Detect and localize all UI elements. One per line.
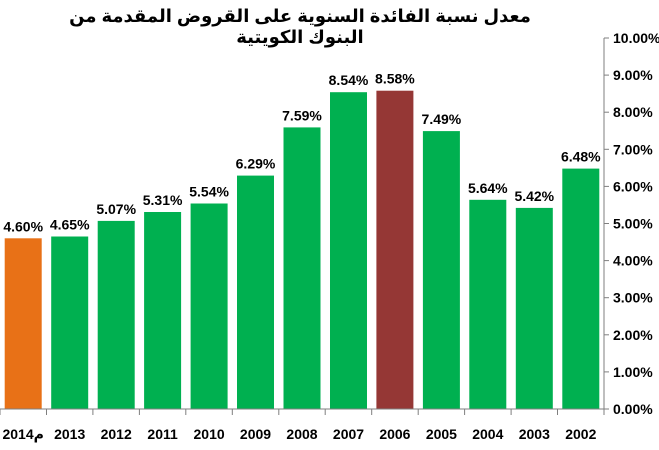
bar-2014م xyxy=(4,238,42,409)
bar-2013 xyxy=(51,236,89,409)
data-label: 8.58% xyxy=(375,71,415,87)
bar-2002 xyxy=(562,168,600,409)
y-tick-label: 3.00% xyxy=(613,290,653,306)
x-tick-label: 2011 xyxy=(147,426,178,442)
y-tick-label: 1.00% xyxy=(613,364,653,380)
chart-title: معدل نسبة الفائدة السنوية على القروض الم… xyxy=(69,6,531,47)
y-tick-label: 5.00% xyxy=(613,216,653,232)
data-label: 6.48% xyxy=(561,149,601,165)
data-label: 4.65% xyxy=(50,217,90,233)
bar-2006 xyxy=(376,90,414,409)
x-tick-label: 2007 xyxy=(333,426,364,442)
bar-2004 xyxy=(469,199,507,409)
x-tick-label: 2009 xyxy=(240,426,271,442)
x-tick-label: 2006 xyxy=(379,426,410,442)
bar-2005 xyxy=(422,131,460,409)
x-tick-label: 2012 xyxy=(101,426,132,442)
bar-2003 xyxy=(515,207,553,409)
bar-2009 xyxy=(237,175,274,409)
x-tick-label: 2002 xyxy=(565,426,596,442)
x-tick-label: 2003 xyxy=(519,426,550,442)
bar-2012 xyxy=(97,220,135,409)
data-label: 4.60% xyxy=(3,218,43,234)
data-label: 7.59% xyxy=(282,107,322,123)
x-tick-label: 2014م xyxy=(2,426,43,442)
bar-2011 xyxy=(144,212,182,409)
y-tick-label: 0.00% xyxy=(613,401,653,417)
x-tick-label: 2013 xyxy=(54,426,85,442)
data-label: 5.54% xyxy=(189,184,229,200)
y-tick-label: 10.00% xyxy=(613,30,659,46)
bar-2008 xyxy=(283,127,321,410)
data-label: 8.54% xyxy=(329,72,369,88)
bar-2007 xyxy=(330,92,367,409)
x-tick-label: 2004 xyxy=(472,426,503,442)
data-label: 5.07% xyxy=(96,201,136,217)
y-tick-label: 2.00% xyxy=(613,327,653,343)
y-tick-label: 7.00% xyxy=(613,141,653,157)
data-label: 7.49% xyxy=(422,111,462,127)
data-label: 5.64% xyxy=(468,180,508,196)
y-tick-label: 4.00% xyxy=(613,253,653,269)
x-tick-label: 2005 xyxy=(426,426,457,442)
data-label: 5.31% xyxy=(143,192,183,208)
y-tick-label: 6.00% xyxy=(613,178,653,194)
x-tick-label: 2008 xyxy=(286,426,317,442)
x-tick-label: 2010 xyxy=(194,426,225,442)
y-tick-label: 9.00% xyxy=(613,67,653,83)
y-tick-label: 8.00% xyxy=(613,104,653,120)
data-label: 6.29% xyxy=(236,156,276,172)
bar-2010 xyxy=(190,203,228,409)
data-label: 5.42% xyxy=(514,188,554,204)
